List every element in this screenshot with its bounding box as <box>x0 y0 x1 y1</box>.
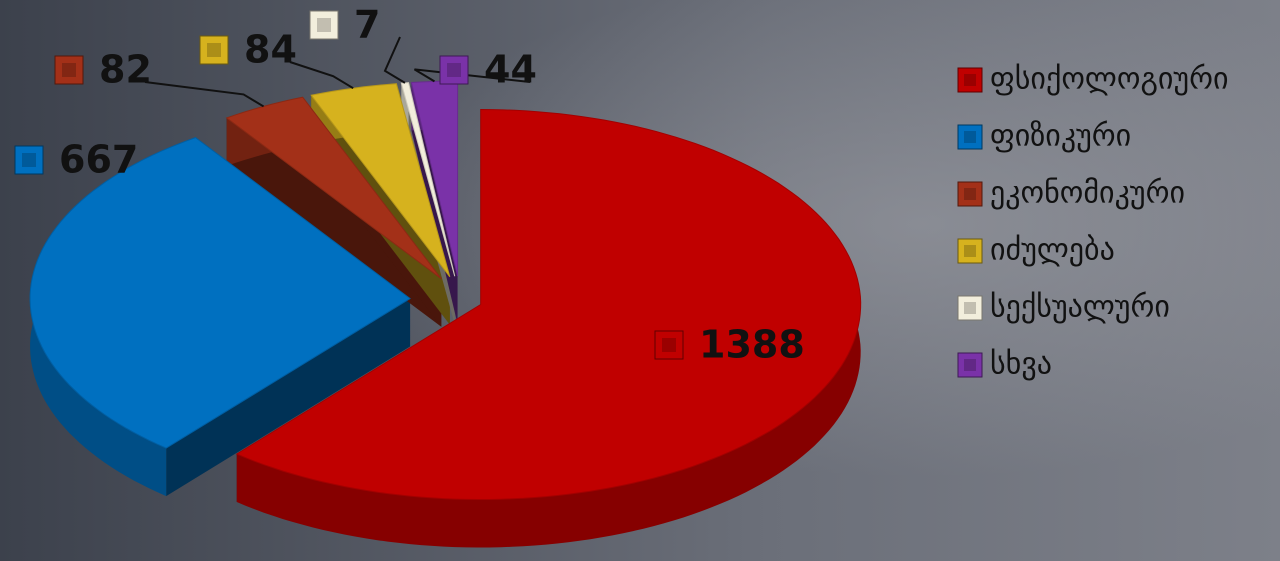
marker-icon-bevel <box>964 188 976 200</box>
legend-label: იძულება <box>990 233 1115 268</box>
legend-label: ფიზიკური <box>990 119 1131 154</box>
legend-label: სექსუალური <box>990 290 1170 325</box>
data-label: 667 <box>59 138 138 182</box>
slice-wall <box>236 109 861 548</box>
legend: ფსიქოლოგიური ფიზიკური ეკონომიკური იძულება სე… <box>957 62 1228 382</box>
marker-icon-bevel <box>447 63 461 77</box>
marker-icon-bevel <box>22 153 36 167</box>
data-label: 84 <box>244 28 297 72</box>
marker-icon-bevel <box>62 63 76 77</box>
pie-slice <box>310 83 451 278</box>
leader-line <box>144 81 265 108</box>
slice-side-face <box>226 117 442 327</box>
pie-slice <box>400 82 456 277</box>
pie-slice <box>225 96 442 280</box>
data-label: 44 <box>484 48 537 92</box>
data-label: 82 <box>99 48 152 92</box>
pie-slice <box>235 108 862 500</box>
data-label: 1388 <box>699 323 805 367</box>
legend-label: ფსიქოლოგიური <box>990 62 1228 97</box>
pie-slice <box>29 137 411 449</box>
marker-icon-bevel <box>964 359 976 371</box>
marker-icon-bevel <box>662 338 676 352</box>
legend-label: ეკონომიკური <box>990 176 1185 211</box>
leader-line <box>383 36 406 84</box>
marker-icon-bevel <box>317 18 331 32</box>
pie-tops <box>29 80 862 500</box>
leader-line <box>289 61 354 90</box>
marker-icon-bevel <box>207 43 221 57</box>
legend-label: სხვა <box>990 347 1052 382</box>
data-labels: 1388 667 82 84 7 44 <box>14 3 805 367</box>
slice-side-face <box>166 298 411 497</box>
marker-icon-bevel <box>964 302 976 314</box>
marker-icon-bevel <box>964 245 976 257</box>
marker-icon-bevel <box>964 74 976 86</box>
marker-icon-bevel <box>964 131 976 143</box>
leader-line <box>413 68 531 83</box>
data-label: 7 <box>354 3 380 47</box>
